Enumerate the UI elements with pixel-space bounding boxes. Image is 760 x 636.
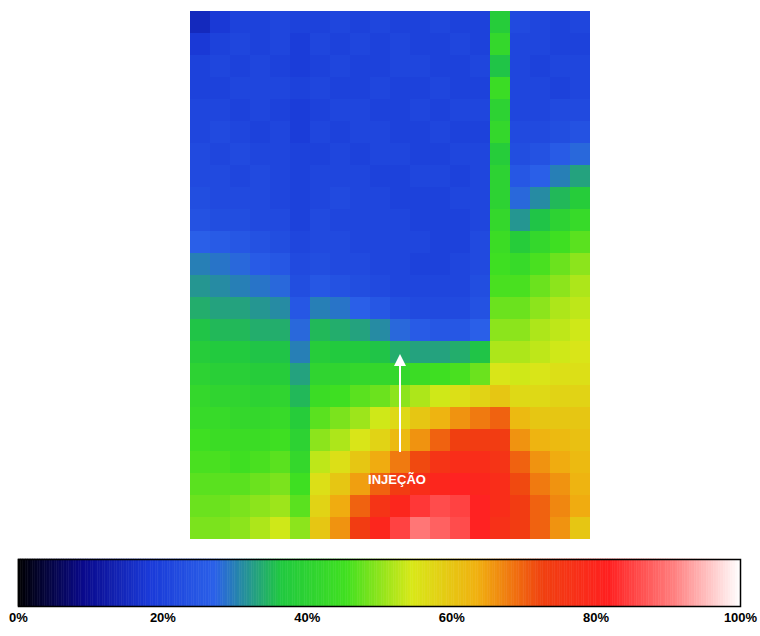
svg-text:INJEÇÃO: INJEÇÃO [368, 472, 426, 487]
svg-text:0%: 0% [9, 610, 28, 625]
svg-text:20%: 20% [150, 610, 176, 625]
svg-text:60%: 60% [439, 610, 465, 625]
svg-text:40%: 40% [294, 610, 320, 625]
svg-text:100%: 100% [724, 610, 758, 625]
svg-text:80%: 80% [583, 610, 609, 625]
